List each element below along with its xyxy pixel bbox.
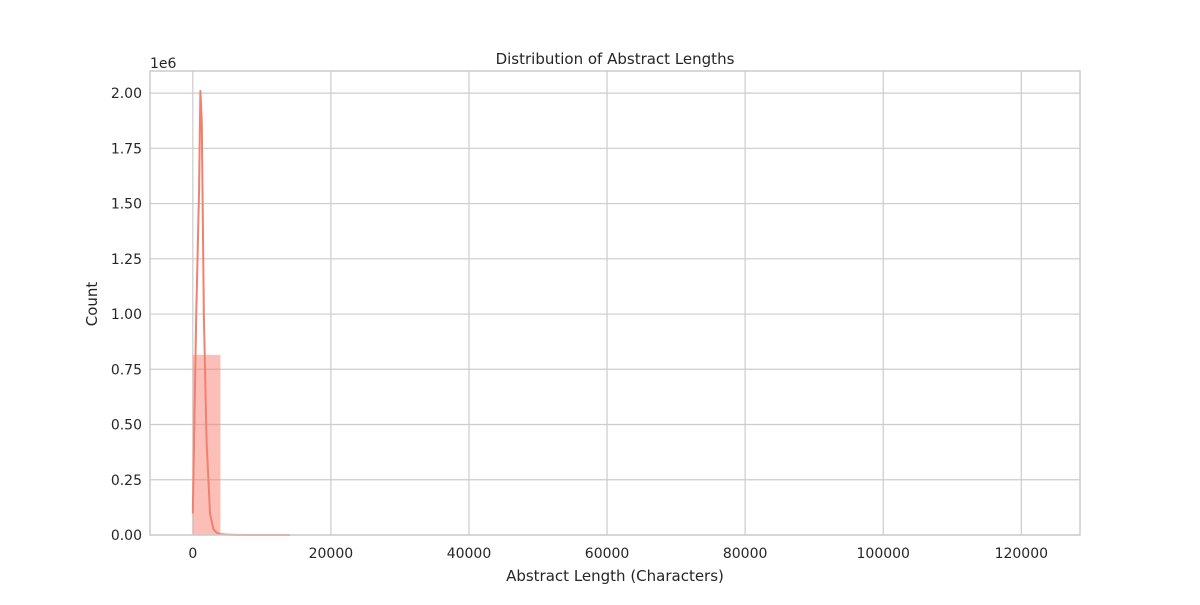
y-tick-label: 0.50	[111, 418, 142, 434]
plot-frame	[150, 71, 1080, 535]
y-axis-title: Count	[83, 282, 101, 327]
y-tick-label: 1.25	[111, 252, 142, 268]
kde-curve-group	[193, 91, 290, 535]
x-tick-label: 20000	[309, 546, 354, 562]
y-axis-offset-label: 1e6	[150, 56, 177, 72]
y-axis-ticks: 0.00 0.25 0.50 0.75 1.00 1.25 1.50 1.75 2.00	[111, 86, 142, 544]
y-tick-label: 0.00	[111, 528, 142, 544]
x-tick-label: 40000	[447, 546, 492, 562]
y-tick-label: 0.75	[111, 362, 142, 378]
y-tick-label: 1.50	[111, 197, 142, 213]
y-tick-label: 0.25	[111, 473, 142, 489]
y-tick-label: 2.00	[111, 86, 142, 102]
kde-curve	[193, 91, 290, 535]
y-tick-label: 1.00	[111, 307, 142, 323]
chart-title: Distribution of Abstract Lengths	[496, 50, 735, 68]
y-tick-label: 1.75	[111, 141, 142, 157]
x-tick-label: 60000	[585, 546, 630, 562]
x-axis-title: Abstract Length (Characters)	[506, 567, 724, 585]
x-tick-label: 100000	[857, 546, 910, 562]
axes-frame	[150, 71, 1080, 535]
x-tick-label: 80000	[723, 546, 768, 562]
grid	[150, 71, 1080, 535]
x-tick-label: 0	[188, 546, 197, 562]
x-tick-label: 120000	[995, 546, 1048, 562]
x-axis-ticks: 0 20000 40000 60000 80000 100000 120000	[188, 546, 1048, 562]
